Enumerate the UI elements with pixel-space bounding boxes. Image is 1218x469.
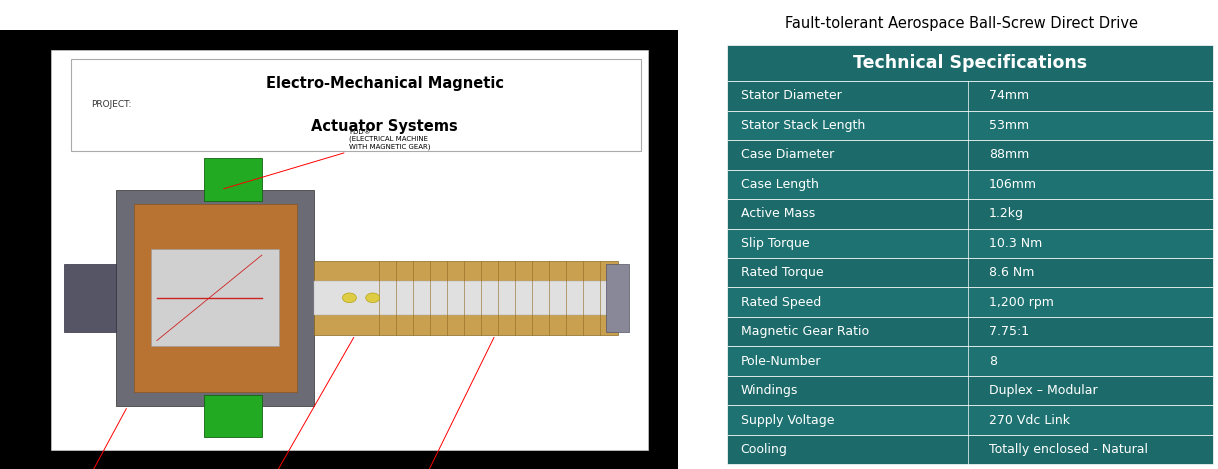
Bar xyxy=(727,287,1213,317)
Bar xyxy=(727,228,1213,258)
Text: 88mm: 88mm xyxy=(989,148,1029,161)
Text: 1,200 rpm: 1,200 rpm xyxy=(989,295,1054,309)
Text: Technical Specifications: Technical Specifications xyxy=(853,54,1086,72)
Bar xyxy=(727,258,1213,287)
Text: 8.6 Nm: 8.6 Nm xyxy=(989,266,1034,279)
Text: Active Mass: Active Mass xyxy=(741,207,815,220)
Bar xyxy=(51,50,648,450)
Bar xyxy=(727,81,1213,111)
Bar xyxy=(727,347,1213,376)
Bar xyxy=(727,111,1213,140)
Text: Slip Torque: Slip Torque xyxy=(741,237,809,250)
Bar xyxy=(727,317,1213,347)
Text: Rated Torque: Rated Torque xyxy=(741,266,823,279)
Text: Magnetic Gear Ratio: Magnetic Gear Ratio xyxy=(741,325,868,338)
Bar xyxy=(727,45,1213,81)
Text: Rated Speed: Rated Speed xyxy=(741,295,821,309)
Bar xyxy=(203,395,262,438)
Text: 270 Vdc Link: 270 Vdc Link xyxy=(989,414,1069,427)
Text: Totally enclosed - Natural: Totally enclosed - Natural xyxy=(989,443,1147,456)
Text: BEARINGS: BEARINGS xyxy=(256,337,354,469)
Bar xyxy=(116,189,314,406)
Bar xyxy=(727,405,1213,435)
Text: Fault-tolerant Aerospace Ball-Screw Direct Drive: Fault-tolerant Aerospace Ball-Screw Dire… xyxy=(786,16,1139,31)
Bar xyxy=(727,140,1213,170)
Text: Actuator Systems: Actuator Systems xyxy=(312,119,458,134)
Text: 7.75:1: 7.75:1 xyxy=(989,325,1029,338)
Text: SENSORS: SENSORS xyxy=(63,408,127,469)
Text: Electro-Mechanical Magnetic: Electro-Mechanical Magnetic xyxy=(266,76,504,91)
Text: 53mm: 53mm xyxy=(989,119,1029,132)
Bar xyxy=(727,199,1213,228)
Bar xyxy=(727,170,1213,199)
Bar xyxy=(727,376,1213,405)
Bar xyxy=(314,281,618,315)
Text: PDD®
(ELECTRICAL MACHINE
WITH MAGNETIC GEAR): PDD® (ELECTRICAL MACHINE WITH MAGNETIC G… xyxy=(224,129,431,189)
Text: Case Length: Case Length xyxy=(741,178,818,191)
Text: Supply Voltage: Supply Voltage xyxy=(741,414,834,427)
Bar xyxy=(314,261,618,335)
Bar xyxy=(607,264,630,332)
Circle shape xyxy=(342,293,357,303)
Text: 10.3 Nm: 10.3 Nm xyxy=(989,237,1043,250)
Bar xyxy=(151,250,279,346)
Bar xyxy=(727,435,1213,464)
Bar xyxy=(134,204,297,392)
Text: Duplex – Modular: Duplex – Modular xyxy=(989,384,1097,397)
Bar xyxy=(71,59,641,151)
Text: 106mm: 106mm xyxy=(989,178,1037,191)
Text: Case Diameter: Case Diameter xyxy=(741,148,834,161)
Bar xyxy=(203,158,262,201)
Text: Pole-Number: Pole-Number xyxy=(741,355,821,368)
Text: 8: 8 xyxy=(989,355,996,368)
Text: 74mm: 74mm xyxy=(989,90,1029,102)
Text: 1.2kg: 1.2kg xyxy=(989,207,1024,220)
Text: Stator Stack Length: Stator Stack Length xyxy=(741,119,865,132)
Text: BALLSCREW: BALLSCREW xyxy=(404,337,495,469)
Text: Stator Diameter: Stator Diameter xyxy=(741,90,842,102)
Text: Windings: Windings xyxy=(741,384,798,397)
Bar xyxy=(63,264,116,332)
Circle shape xyxy=(365,293,380,303)
Text: Cooling: Cooling xyxy=(741,443,787,456)
Text: PROJECT:: PROJECT: xyxy=(91,100,132,109)
